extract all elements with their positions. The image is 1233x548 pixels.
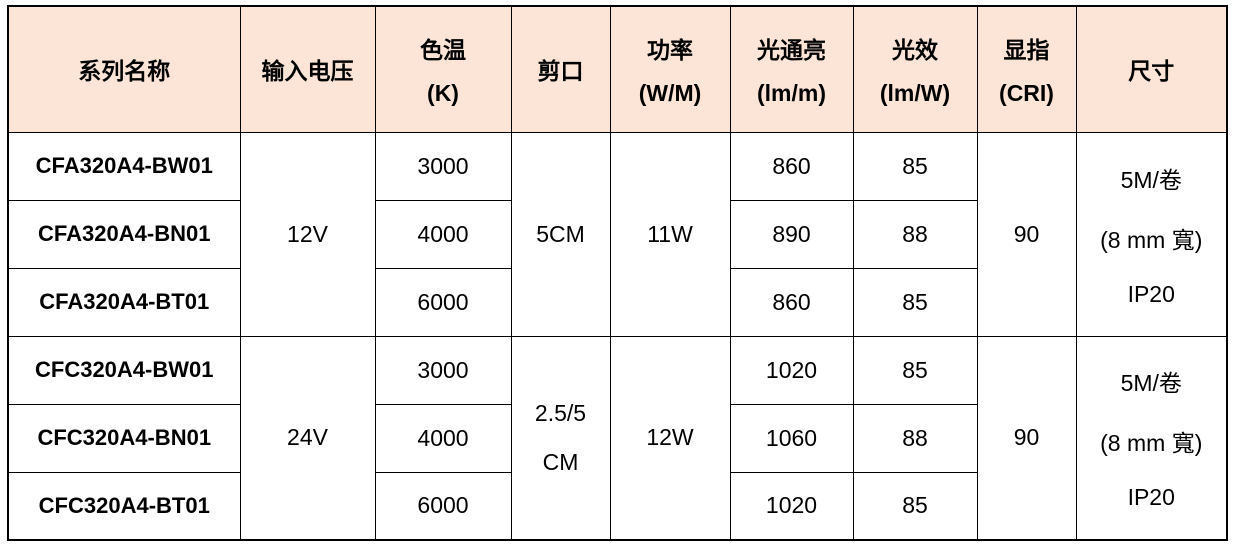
cell-cut-line: 2.5/5: [534, 399, 587, 426]
col-header-cri-label: 显指: [1003, 37, 1050, 64]
cell-series: CFC320A4-BN01: [7, 403, 241, 473]
cell-power: 12W: [609, 335, 731, 541]
cell-flux: 1020: [729, 471, 854, 541]
cell-cct: 3000: [374, 335, 512, 405]
col-header-cri: 显指 (CRI): [976, 5, 1077, 133]
cell-efficacy: 85: [852, 267, 978, 337]
cell-size: 5M/卷 (8 mm 寬) IP20: [1075, 335, 1228, 541]
table-row: CFC320A4-BT01 6000 1020 85: [7, 471, 1227, 541]
cell-series: CFA320A4-BW01: [7, 131, 241, 201]
col-header-power-unit: (W/M): [638, 80, 702, 107]
col-header-efficacy: 光效 (lm/W): [852, 5, 978, 133]
col-header-power: 功率 (W/M): [609, 5, 731, 133]
col-header-cri-unit: (CRI): [999, 80, 1054, 107]
table-row: CFC320A4-BW01 24V 3000 2.5/5 CM 12W 1020…: [7, 335, 1228, 541]
table-row: CFA320A4-BW01 12V 3000 5CM 11W 860 85 90…: [7, 131, 1228, 337]
cell-flux: 1060: [729, 403, 854, 473]
table-row: CFA320A4-BT01 6000 860 85: [7, 267, 1227, 337]
col-header-cut-label: 剪口: [537, 58, 584, 85]
cell-flux: 860: [729, 267, 854, 337]
cell-cct: 4000: [374, 403, 512, 473]
cell-efficacy: 85: [852, 335, 978, 405]
col-header-power-label: 功率: [647, 37, 693, 64]
cell-size-line: 5M/卷: [1120, 166, 1182, 193]
col-header-efficacy-unit: (lm/W): [879, 80, 951, 107]
table-row: CFA320A4-BN01 4000 890 88: [7, 199, 1227, 269]
cell-cri: 90: [976, 131, 1077, 337]
cell-efficacy: 85: [852, 131, 978, 201]
cell-efficacy: 85: [852, 471, 978, 541]
cell-cct: 6000: [374, 267, 512, 337]
col-header-voltage-label: 输入电压: [261, 58, 354, 85]
cell-cct: 4000: [374, 199, 512, 269]
cell-size-line: 5M/卷: [1120, 370, 1182, 397]
cell-series: CFC320A4-BW01: [7, 335, 241, 405]
cell-cut-line: 5CM: [536, 220, 585, 247]
cell-size: 5M/卷 (8 mm 寬) IP20: [1075, 131, 1228, 337]
header-row: 系列名称 输入电压 色温 (K) 剪口 功率 (W/M) 光通亮: [7, 5, 1228, 133]
table-row: CFC320A4-BN01 4000 1060 88: [7, 403, 1227, 473]
cell-cut: 2.5/5 CM: [510, 335, 611, 541]
cell-efficacy: 88: [852, 403, 978, 473]
cell-flux: 1020: [729, 335, 854, 405]
cell-efficacy: 88: [852, 199, 978, 269]
cell-size-line: IP20: [1127, 484, 1175, 511]
col-header-size-label: 尺寸: [1128, 58, 1175, 85]
col-header-flux-unit: (lm/m): [757, 80, 826, 107]
cell-voltage: 12V: [239, 131, 376, 337]
cell-cut-line: CM: [542, 448, 579, 475]
col-header-cut: 剪口: [510, 5, 611, 133]
col-header-flux-label: 光通亮: [757, 37, 826, 64]
cell-cut: 5CM: [510, 131, 611, 337]
col-header-cct-label: 色温: [420, 37, 466, 64]
cell-voltage: 24V: [239, 335, 376, 541]
col-header-efficacy-label: 光效: [892, 37, 938, 64]
col-header-flux: 光通亮 (lm/m): [729, 5, 854, 133]
cell-series: CFC320A4-BT01: [7, 471, 241, 541]
col-header-voltage: 输入电压: [239, 5, 376, 133]
cell-series: CFA320A4-BT01: [7, 267, 241, 337]
cell-size-line: (8 mm 寬): [1100, 226, 1203, 253]
cell-power: 11W: [609, 131, 731, 337]
col-header-series-label: 系列名称: [78, 58, 171, 85]
cell-cct: 6000: [374, 471, 512, 541]
cell-series: CFA320A4-BN01: [7, 199, 241, 269]
cell-size-line: (8 mm 寬): [1100, 430, 1203, 457]
cell-size-line: IP20: [1127, 280, 1175, 307]
cell-flux: 890: [729, 199, 854, 269]
col-header-cct: 色温 (K): [374, 5, 512, 133]
cell-cct: 3000: [374, 131, 512, 201]
col-header-cct-unit: (K): [427, 80, 459, 107]
col-header-series: 系列名称: [7, 5, 241, 133]
led-strip-spec-table: 系列名称 输入电压 色温 (K) 剪口 功率 (W/M) 光通亮: [7, 5, 1228, 541]
col-header-size: 尺寸: [1075, 5, 1228, 133]
cell-cri: 90: [976, 335, 1077, 541]
cell-flux: 860: [729, 131, 854, 201]
